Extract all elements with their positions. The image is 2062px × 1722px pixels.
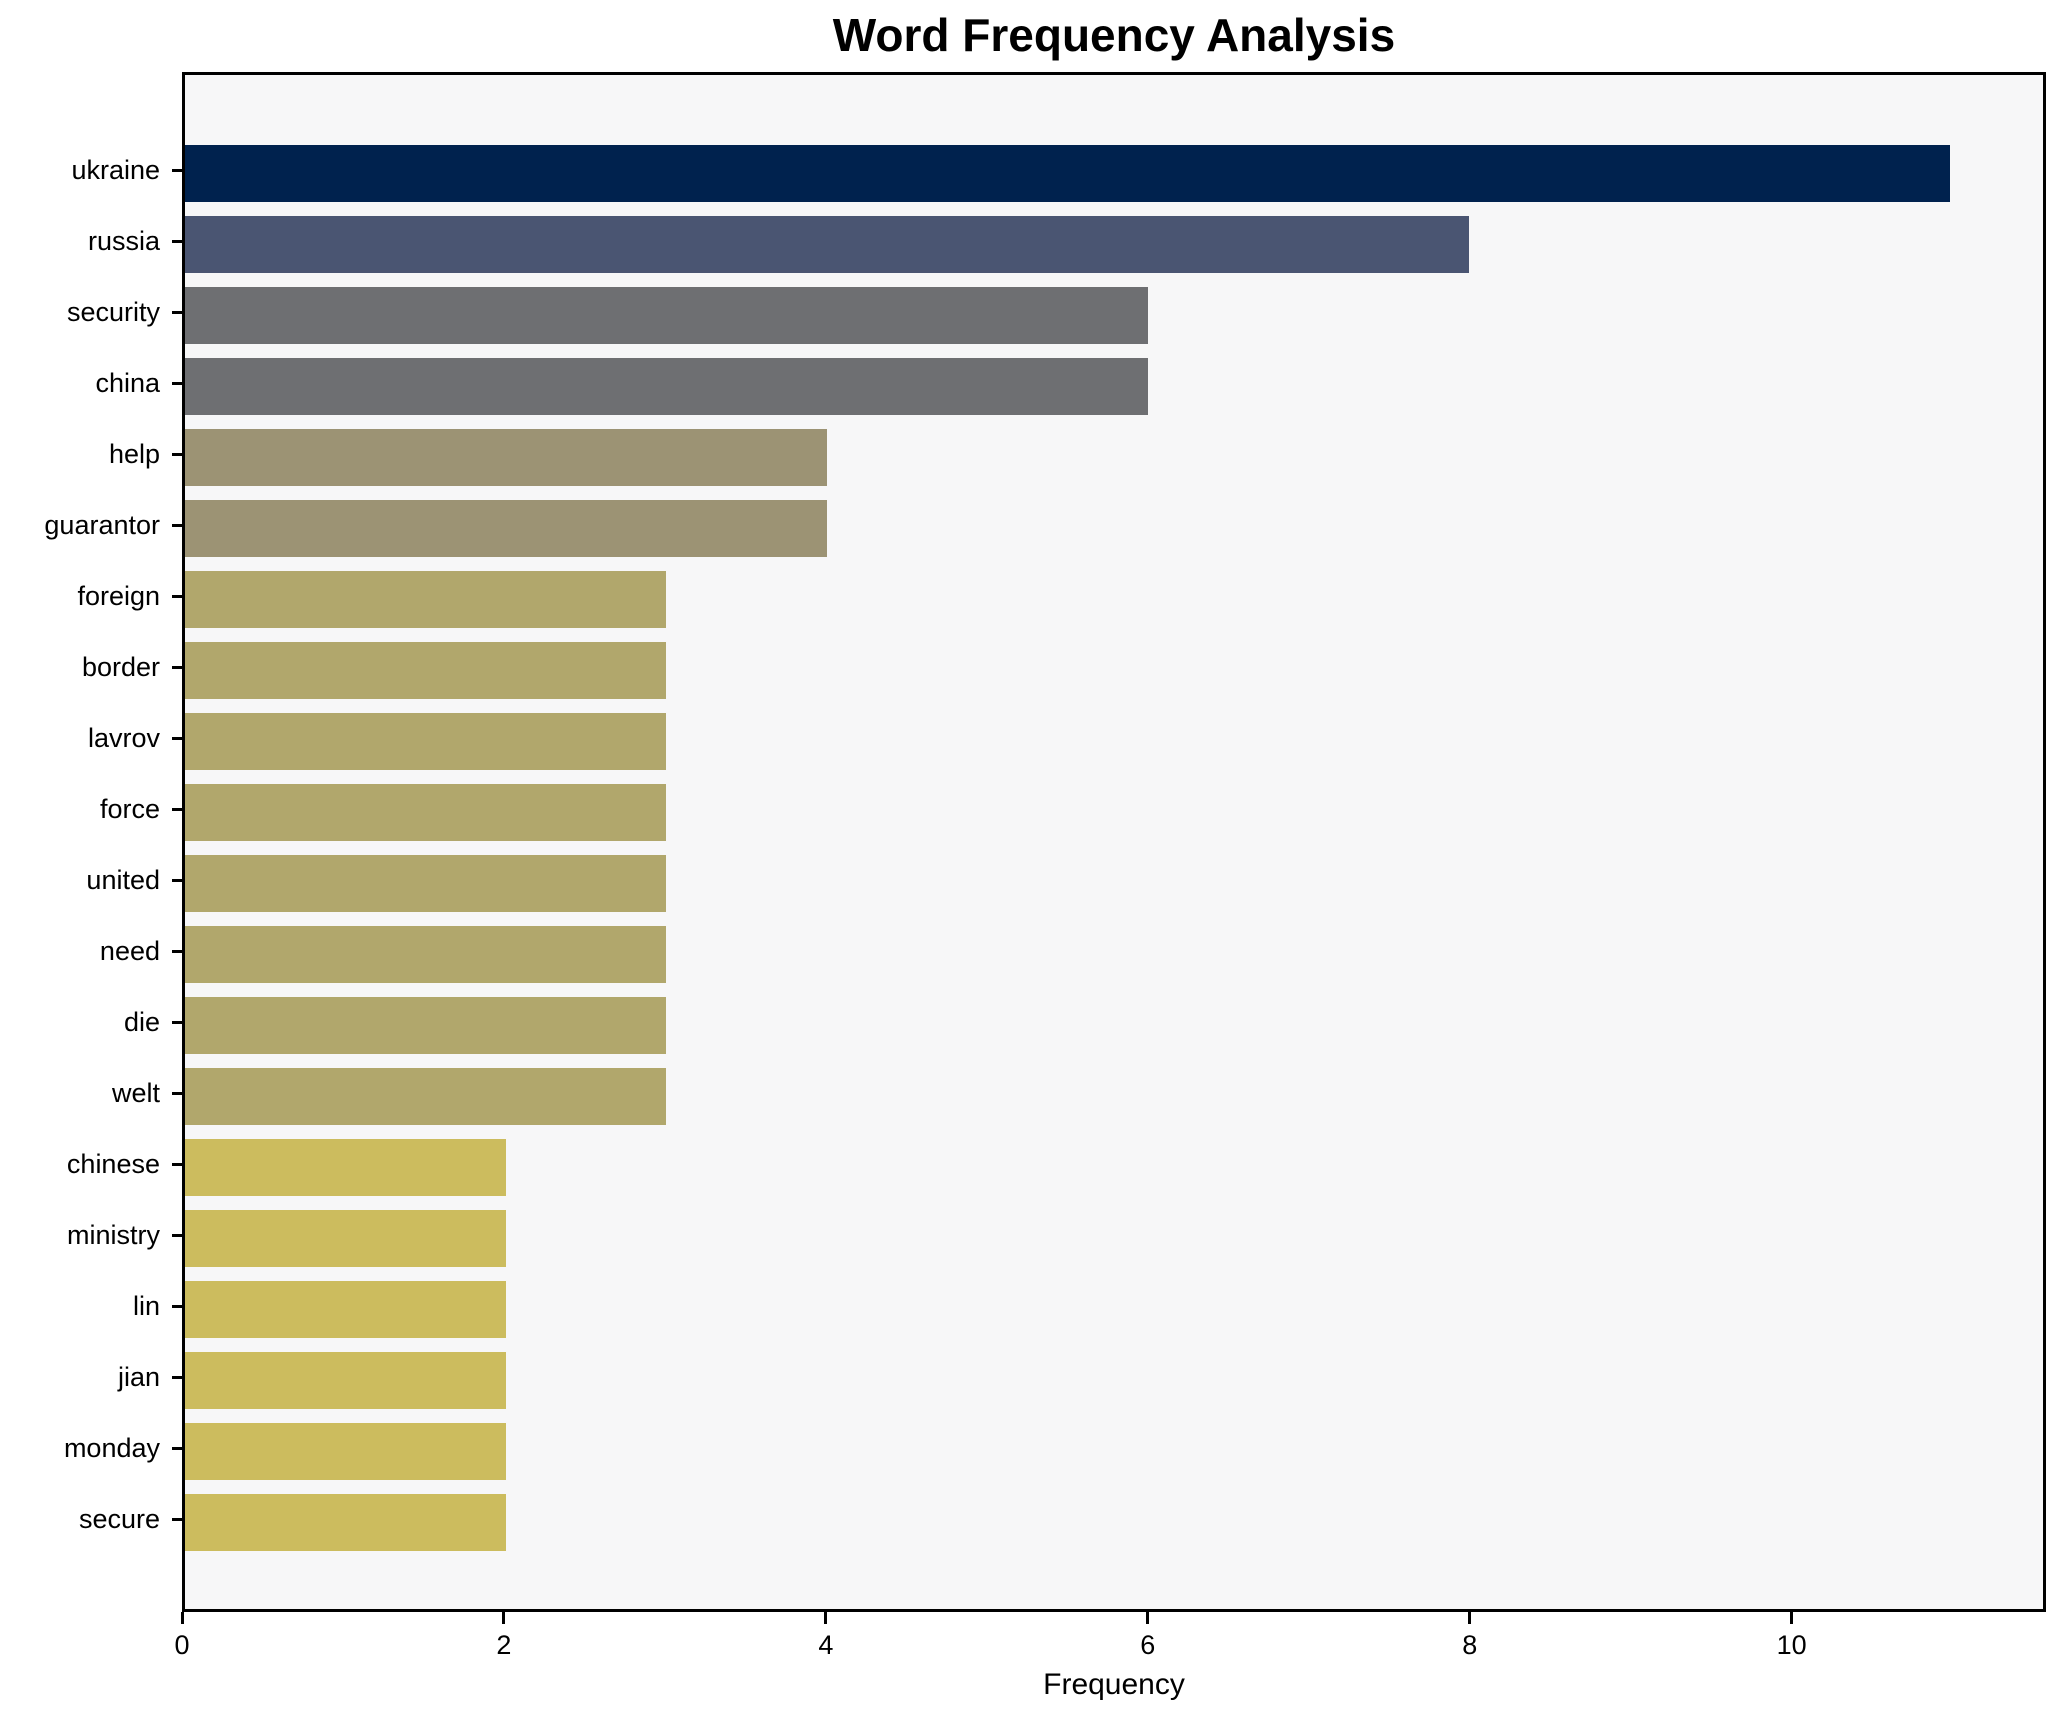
- x-tick-label-10: 10: [1776, 1630, 1807, 1660]
- x-tick-mark-8: [1468, 1612, 1472, 1624]
- y-tick-label-russia: russia: [87, 226, 160, 256]
- chart-title: Word Frequency Analysis: [832, 9, 1396, 61]
- y-tick-mark-russia: [172, 240, 182, 243]
- bar-die: [185, 997, 667, 1054]
- y-tick-mark-guarantor: [172, 524, 182, 527]
- y-tick-label-monday: monday: [63, 1433, 160, 1463]
- y-tick-mark-die: [172, 1021, 182, 1024]
- y-tick-mark-lavrov: [172, 737, 182, 740]
- bar-lavrov: [185, 713, 667, 770]
- bar-secure: [185, 1494, 506, 1551]
- bar-lin: [185, 1281, 506, 1338]
- y-tick-mark-ministry: [172, 1234, 182, 1237]
- bar-ministry: [185, 1210, 506, 1267]
- x-tick-label-6: 6: [1140, 1630, 1156, 1660]
- y-tick-mark-need: [172, 950, 182, 953]
- y-tick-mark-border: [172, 666, 182, 669]
- x-tick-mark-10: [1790, 1612, 1794, 1624]
- bar-chinese: [185, 1139, 506, 1196]
- bar-help: [185, 429, 827, 486]
- y-tick-label-security: security: [66, 297, 160, 327]
- bar-force: [185, 784, 667, 841]
- bar-security: [185, 287, 1148, 344]
- y-tick-label-die: die: [123, 1007, 160, 1037]
- y-tick-label-ukraine: ukraine: [71, 155, 160, 185]
- y-tick-label-need: need: [99, 936, 160, 966]
- y-tick-mark-help: [172, 453, 182, 456]
- y-tick-label-force: force: [99, 794, 160, 824]
- y-tick-label-chinese: chinese: [66, 1149, 160, 1179]
- plot-area: [182, 72, 2046, 1612]
- x-tick-label-4: 4: [818, 1630, 834, 1660]
- x-tick-mark-4: [824, 1612, 828, 1624]
- x-tick-label-0: 0: [174, 1630, 190, 1660]
- y-tick-mark-united: [172, 879, 182, 882]
- x-tick-label-2: 2: [496, 1630, 512, 1660]
- y-tick-mark-welt: [172, 1092, 182, 1095]
- y-tick-label-foreign: foreign: [77, 581, 160, 611]
- bar-united: [185, 855, 667, 912]
- x-tick-label-8: 8: [1462, 1630, 1478, 1660]
- y-tick-label-help: help: [108, 439, 160, 469]
- y-tick-label-lavrov: lavrov: [87, 723, 160, 753]
- y-tick-label-border: border: [81, 652, 160, 682]
- y-tick-label-united: united: [86, 865, 160, 895]
- x-tick-mark-2: [502, 1612, 506, 1624]
- y-tick-mark-secure: [172, 1518, 182, 1521]
- bar-foreign: [185, 571, 667, 628]
- y-tick-mark-china: [172, 382, 182, 385]
- y-tick-mark-lin: [172, 1305, 182, 1308]
- y-tick-label-lin: lin: [132, 1291, 160, 1321]
- x-tick-mark-0: [180, 1612, 184, 1624]
- y-tick-mark-chinese: [172, 1163, 182, 1166]
- bar-china: [185, 358, 1148, 415]
- x-axis-label: Frequency: [1043, 1668, 1185, 1701]
- bar-need: [185, 926, 667, 983]
- y-tick-label-jian: jian: [117, 1362, 160, 1392]
- y-tick-label-secure: secure: [78, 1504, 160, 1534]
- y-tick-label-china: china: [95, 368, 160, 398]
- y-tick-mark-monday: [172, 1447, 182, 1450]
- y-tick-mark-security: [172, 311, 182, 314]
- y-tick-mark-jian: [172, 1376, 182, 1379]
- bar-ukraine: [185, 145, 1950, 202]
- x-tick-mark-6: [1146, 1612, 1150, 1624]
- y-tick-mark-force: [172, 808, 182, 811]
- bar-welt: [185, 1068, 667, 1125]
- bar-monday: [185, 1423, 506, 1480]
- bar-russia: [185, 216, 1469, 273]
- bar-jian: [185, 1352, 506, 1409]
- y-tick-mark-ukraine: [172, 169, 182, 172]
- y-tick-label-guarantor: guarantor: [44, 510, 160, 540]
- y-tick-label-welt: welt: [111, 1078, 160, 1108]
- y-tick-label-ministry: ministry: [67, 1220, 160, 1250]
- y-tick-mark-foreign: [172, 595, 182, 598]
- bar-guarantor: [185, 500, 827, 557]
- bar-border: [185, 642, 667, 699]
